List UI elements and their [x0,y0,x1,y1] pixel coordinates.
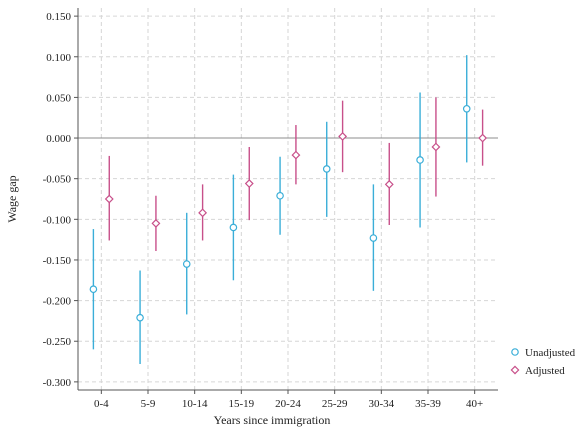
x-tick-label: 35-39 [415,398,441,410]
adjusted-point [384,179,394,189]
unadjusted-point [89,285,98,294]
series [89,55,488,364]
adjusted-legend-marker [510,365,520,375]
y-tick-label: -0.250 [43,336,72,348]
adjusted-point [104,194,114,204]
x-tick-label: 0-4 [94,398,109,410]
adjusted-point [291,150,301,160]
x-tick-label: 10-14 [182,398,208,410]
y-axis-title: Wage gap [5,175,19,222]
adjusted-point [244,179,254,189]
adjusted-point [151,218,161,228]
x-tick-label: 15-19 [228,398,254,410]
y-tick-label: 0.150 [46,11,71,23]
unadjusted-point [229,223,238,232]
unadjusted-point [416,156,424,164]
x-tick-label: 5-9 [141,398,156,410]
adjusted-point [198,208,208,218]
unadjusted-point [276,191,284,200]
adjusted-legend-label: Adjusted [525,365,565,377]
x-tick-label: 30-34 [368,398,394,410]
grid [78,8,498,390]
unadjusted-point [462,104,471,113]
y-tick-label: 0.100 [46,52,71,64]
unadjusted-legend-marker [511,348,519,356]
legend: Unadjusted Adjusted [510,347,576,377]
y-tick-label: 0.050 [46,92,71,104]
y-tick-label: -0.050 [43,174,72,186]
x-tick-label: 20-24 [275,398,301,410]
adjusted-point [431,142,441,152]
y-tick-label: -0.300 [43,377,72,389]
y-tick-label: -0.100 [43,214,72,226]
y-tick-label: -0.150 [43,255,72,267]
unadjusted-point [322,165,331,173]
unadjusted-legend-label: Unadjusted [525,347,576,359]
axes: 0.150 0.100 0.050 0.000 -0.050 -0.100 -0.150 -0… [43,8,498,410]
x-tick-label: 25-29 [322,398,348,410]
adjusted-point [478,133,488,143]
unadjusted-point [136,313,144,322]
x-tick-label: 40+ [466,398,483,410]
y-tick-label: -0.200 [43,296,72,308]
x-axis-title: Years since immigration [214,413,331,427]
y-tick-label: 0.000 [46,133,71,145]
unadjusted-point [182,260,191,268]
adjusted-point [338,131,348,141]
unadjusted-point [369,234,378,242]
